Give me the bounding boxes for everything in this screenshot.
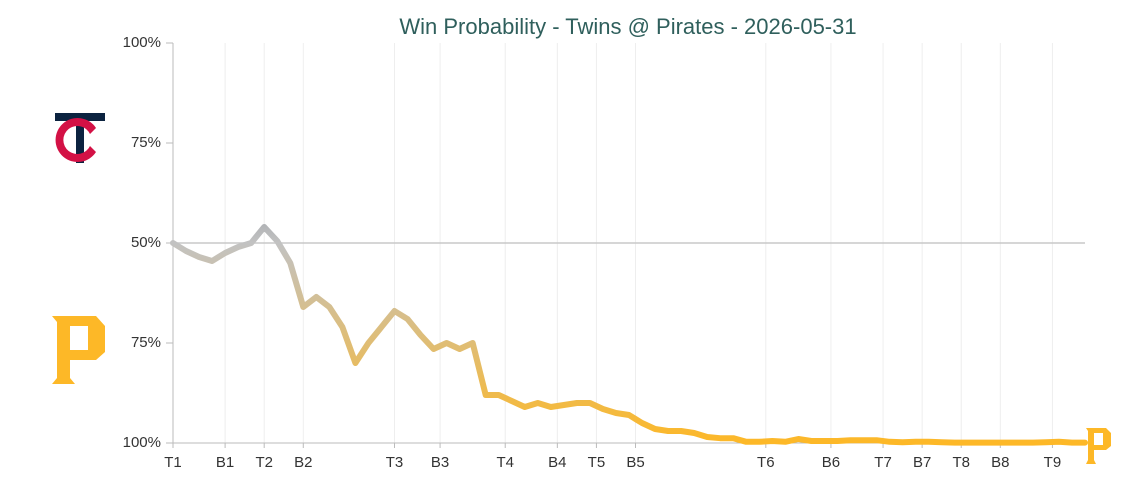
y-tick-label: 75% xyxy=(131,334,161,351)
x-tick-label: B5 xyxy=(626,454,644,471)
x-tick-label: T6 xyxy=(757,454,775,471)
chart-title: Win Probability - Twins @ Pirates - 2026… xyxy=(399,14,856,39)
y-tick-label: 75% xyxy=(131,134,161,151)
y-tick-label: 50% xyxy=(131,234,161,251)
x-tick-label: B3 xyxy=(431,454,449,471)
x-tick-label: B2 xyxy=(294,454,312,471)
x-tick-label: B6 xyxy=(822,454,840,471)
pirates-logo xyxy=(52,316,1111,464)
x-tick-label: T9 xyxy=(1044,454,1062,471)
x-tick-label: T4 xyxy=(496,454,514,471)
win-probability-line xyxy=(170,224,1088,446)
y-tick-label: 100% xyxy=(123,434,161,451)
y-tick-label: 100% xyxy=(123,34,161,51)
x-tick-label: T2 xyxy=(255,454,273,471)
x-tick-label: T7 xyxy=(874,454,892,471)
x-tick-label: T8 xyxy=(952,454,970,471)
twins-logo xyxy=(55,113,105,163)
x-tick-label: B7 xyxy=(913,454,931,471)
x-tick-label: B8 xyxy=(991,454,1009,471)
x-tick-label: T3 xyxy=(386,454,404,471)
x-tick-label: T1 xyxy=(164,454,182,471)
x-tick-label: B4 xyxy=(548,454,566,471)
x-tick-label: B1 xyxy=(216,454,234,471)
x-tick-label: T5 xyxy=(588,454,606,471)
